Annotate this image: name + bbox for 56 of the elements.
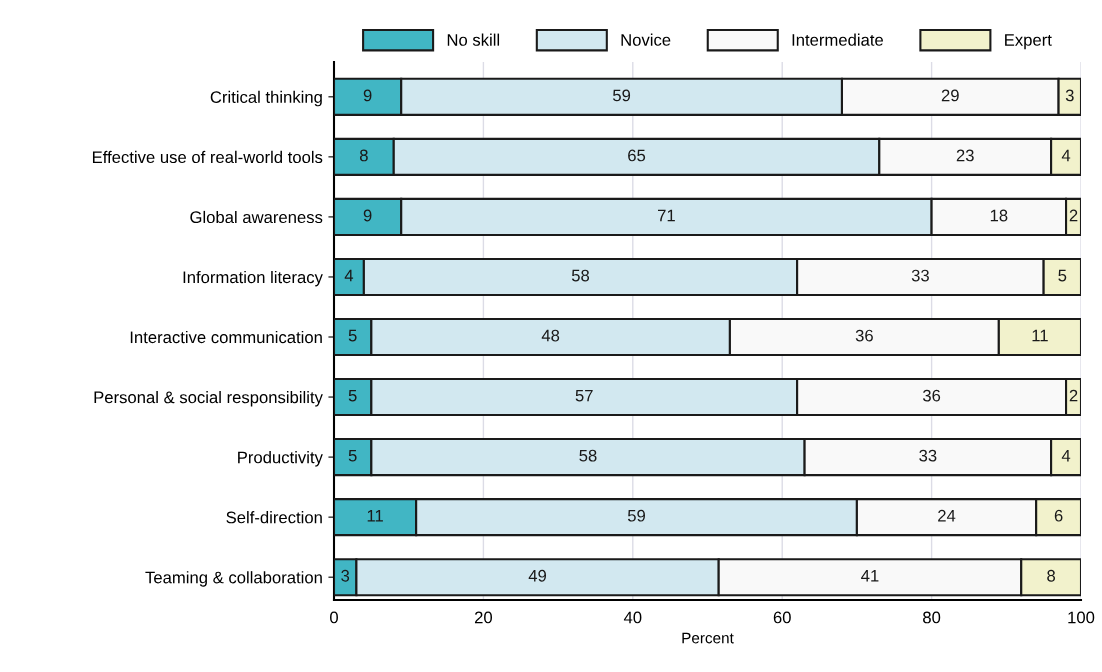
legend-label: Expert: [1005, 34, 1052, 50]
data-label: 2: [1069, 209, 1078, 222]
data-label: 3: [341, 569, 350, 582]
data-label: 65: [628, 149, 646, 162]
y-tick-label: Global awareness: [190, 210, 323, 224]
data-label: 11: [1032, 329, 1048, 342]
x-tick-label: 20: [474, 611, 493, 624]
data-label: 8: [1047, 569, 1056, 582]
data-label: 4: [1061, 149, 1071, 162]
data-label: 48: [541, 329, 560, 342]
y-tick-label: Effective use of real-world tools: [92, 150, 323, 164]
data-label: 9: [363, 89, 372, 102]
y-tick-label: Productivity: [238, 451, 323, 467]
data-label: 58: [579, 449, 597, 462]
y-tick-label: Teaming & collaboration: [145, 571, 322, 587]
data-label: 18: [990, 209, 1008, 222]
data-label: 11: [367, 509, 383, 522]
data-label: 5: [348, 329, 357, 342]
data-label: 8: [359, 149, 368, 162]
data-label: 59: [612, 89, 631, 102]
y-tick-label: Critical thinking: [210, 90, 322, 107]
data-label: 6: [1054, 509, 1063, 522]
x-tick-label: 60: [773, 611, 791, 624]
y-tick-label: Interactive communication: [130, 330, 322, 344]
data-label: 2: [1069, 389, 1078, 402]
y-tick-label: Self-direction: [226, 511, 322, 524]
x-tick-label: 40: [623, 611, 642, 624]
data-label: 36: [922, 389, 941, 402]
data-label: 24: [938, 509, 956, 522]
data-label: 5: [348, 449, 357, 462]
x-tick-label: 0: [330, 611, 338, 624]
x-axis-title: Percent: [682, 632, 734, 644]
data-label: 59: [627, 509, 646, 522]
y-tick-label: Information literacy: [183, 270, 323, 287]
x-tick-label: 100: [1068, 611, 1095, 624]
x-tick-label: 80: [923, 611, 941, 624]
legend-label: Novice: [621, 33, 671, 46]
data-label: 41: [861, 570, 879, 582]
data-label: 4: [344, 269, 354, 282]
data-label: 49: [528, 569, 547, 582]
data-label: 5: [348, 389, 357, 402]
data-label: 29: [941, 89, 959, 102]
data-label: 4: [1061, 449, 1071, 462]
data-label: 3: [1065, 89, 1074, 102]
data-label: 57: [575, 389, 593, 402]
legend-label: No skill: [447, 33, 500, 46]
data-label: 36: [855, 329, 873, 342]
data-label: 5: [1058, 269, 1067, 282]
data-label: 9: [363, 209, 372, 222]
data-label: 58: [571, 269, 590, 282]
y-tick-label: Personal & social responsibility: [94, 391, 323, 407]
legend-label: Intermediate: [792, 33, 883, 46]
data-label: 33: [911, 269, 929, 282]
data-label: 71: [658, 209, 675, 222]
data-label: 33: [919, 449, 937, 462]
data-label: 23: [956, 149, 974, 162]
